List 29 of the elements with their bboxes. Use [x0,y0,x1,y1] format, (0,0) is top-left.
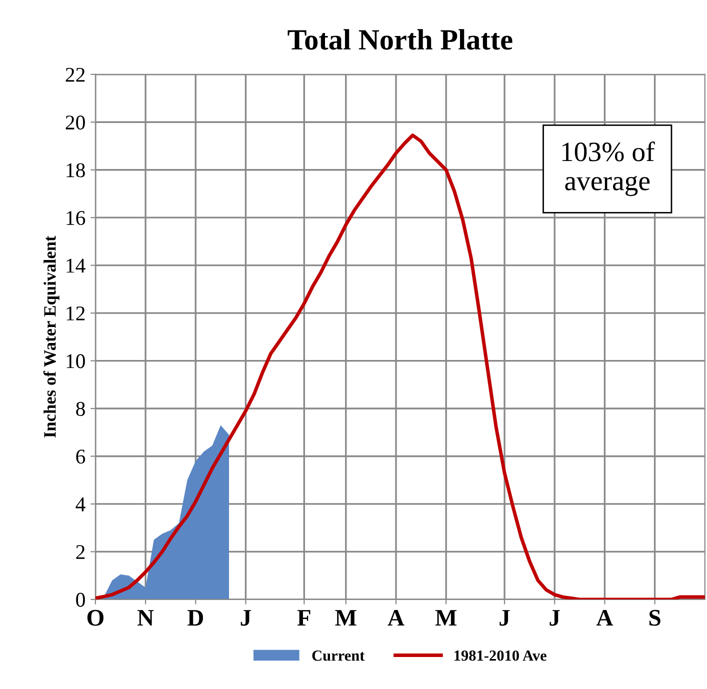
y-tick-label: 2 [76,545,85,559]
x-tick-label: A [596,610,614,626]
legend-label: Current [312,650,365,661]
x-tick-label: S [649,610,660,626]
x-tick-label: J [550,610,560,626]
legend-label: 1981-2010 Ave [454,650,546,661]
y-tick-label: 10 [66,354,85,368]
y-tick-label: 22 [66,68,85,82]
annotation: 103% of average [562,141,655,196]
x-tick-label: O [87,610,104,626]
y-tick-label: 8 [76,402,85,416]
chart-title: Total North Platte [288,29,512,50]
x-tick-label: D [188,610,203,626]
y-tick-label: 16 [66,211,86,226]
y-tick-label: 4 [76,497,86,512]
x-tick-label: A [388,610,404,626]
y-tick-label: 14 [66,258,86,273]
x-tick-label: M [435,610,457,626]
x-tick-label: J [500,610,510,626]
x-tick-label: M [335,610,356,626]
y-tick-label: 12 [66,306,85,320]
x-tick-label: N [137,610,154,626]
x-tick-label: F [297,610,310,626]
y-tick-label: 0 [76,592,85,607]
y-axis-title: Inches of Water Equivalent [43,236,60,438]
y-tick-label: 20 [66,116,85,130]
y-tick-label: 6 [76,450,86,464]
x-tick-label: J [240,610,251,626]
y-tick-label: 18 [66,163,85,178]
